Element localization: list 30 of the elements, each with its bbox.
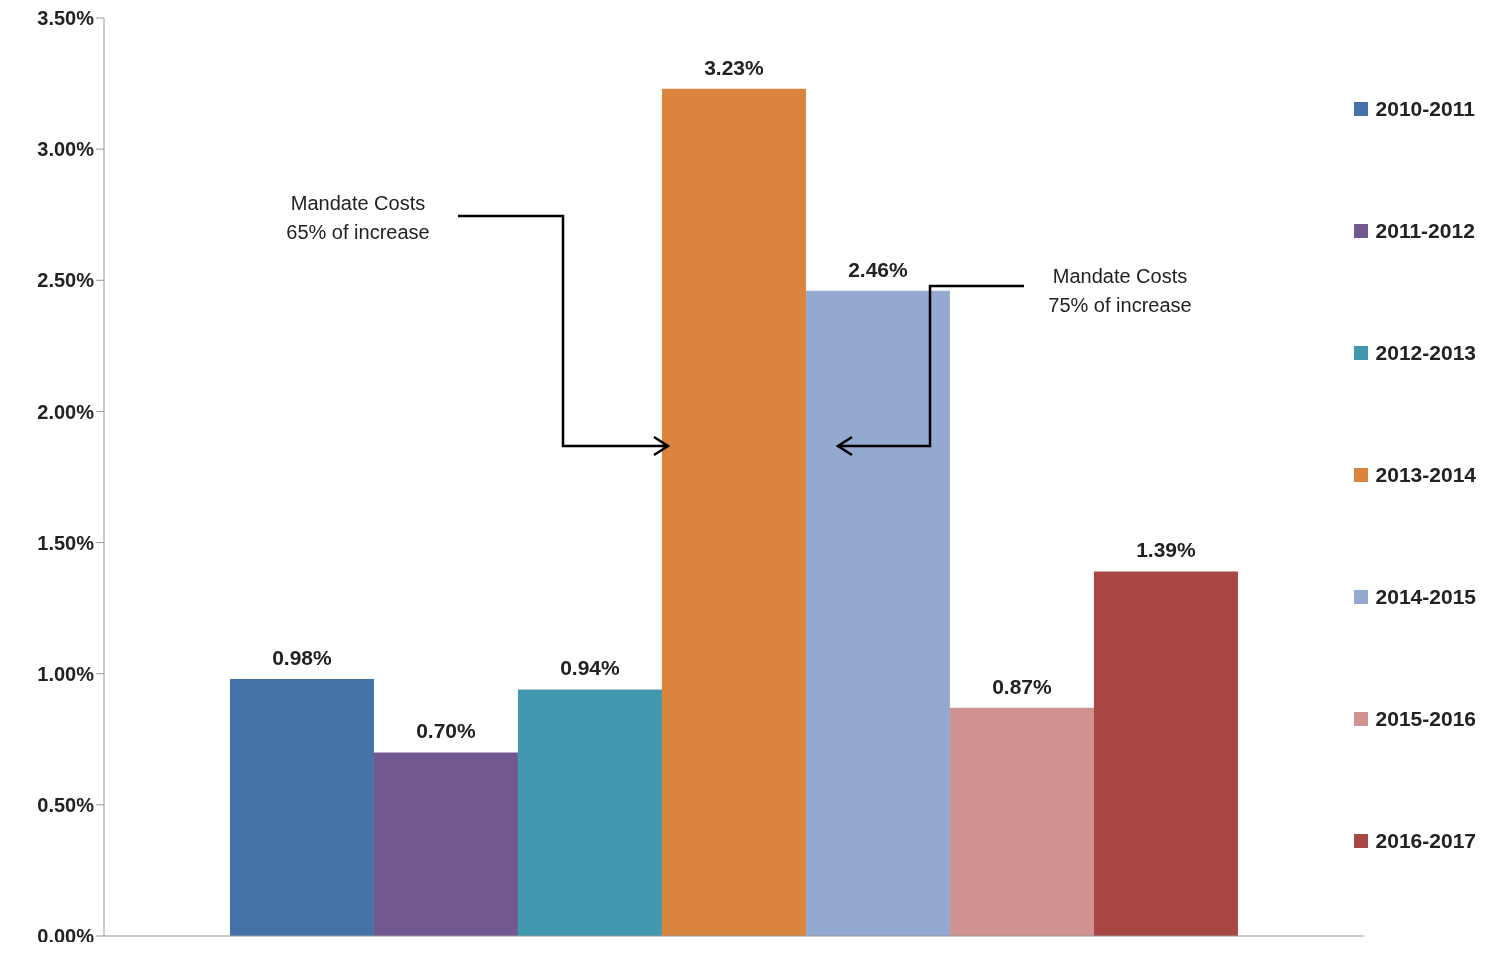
y-tick-label: 1.00%	[37, 662, 95, 685]
data-label: 0.87%	[992, 674, 1053, 698]
bar	[805, 290, 950, 936]
data-label: 0.98%	[272, 645, 333, 669]
legend-label: 2010-2011	[1375, 97, 1475, 121]
bar	[517, 689, 662, 936]
annotation: Mandate Costs 75% of increase	[1048, 265, 1192, 316]
y-tick-label: 2.50%	[37, 269, 95, 292]
y-tick-label: 1.50%	[37, 531, 95, 554]
bar	[229, 678, 374, 936]
y-tick-label: 3.00%	[37, 138, 95, 161]
y-tick-label: 3.50%	[37, 7, 95, 30]
legend-label: 2013-2014	[1375, 463, 1476, 487]
legend-label: 2014-2015	[1375, 585, 1476, 609]
y-tick-label: 0.50%	[37, 793, 95, 816]
bar	[949, 707, 1094, 936]
y-tick-label: 2.00%	[37, 400, 95, 423]
data-label: 1.39%	[1136, 538, 1197, 562]
legend-label: 2015-2016	[1375, 707, 1476, 731]
bar	[1093, 571, 1238, 936]
data-label: 0.94%	[560, 656, 621, 680]
legend-label: 2016-2017	[1375, 829, 1476, 853]
legend-label: 2012-2013	[1375, 341, 1476, 365]
bar	[373, 752, 518, 936]
data-label: 0.70%	[416, 719, 477, 743]
bar	[661, 88, 806, 936]
data-label: 3.23%	[704, 55, 765, 79]
data-label: 2.46%	[848, 257, 909, 281]
annotation: Mandate Costs 65% of increase	[286, 192, 430, 243]
legend-label: 2011-2012	[1375, 219, 1475, 243]
